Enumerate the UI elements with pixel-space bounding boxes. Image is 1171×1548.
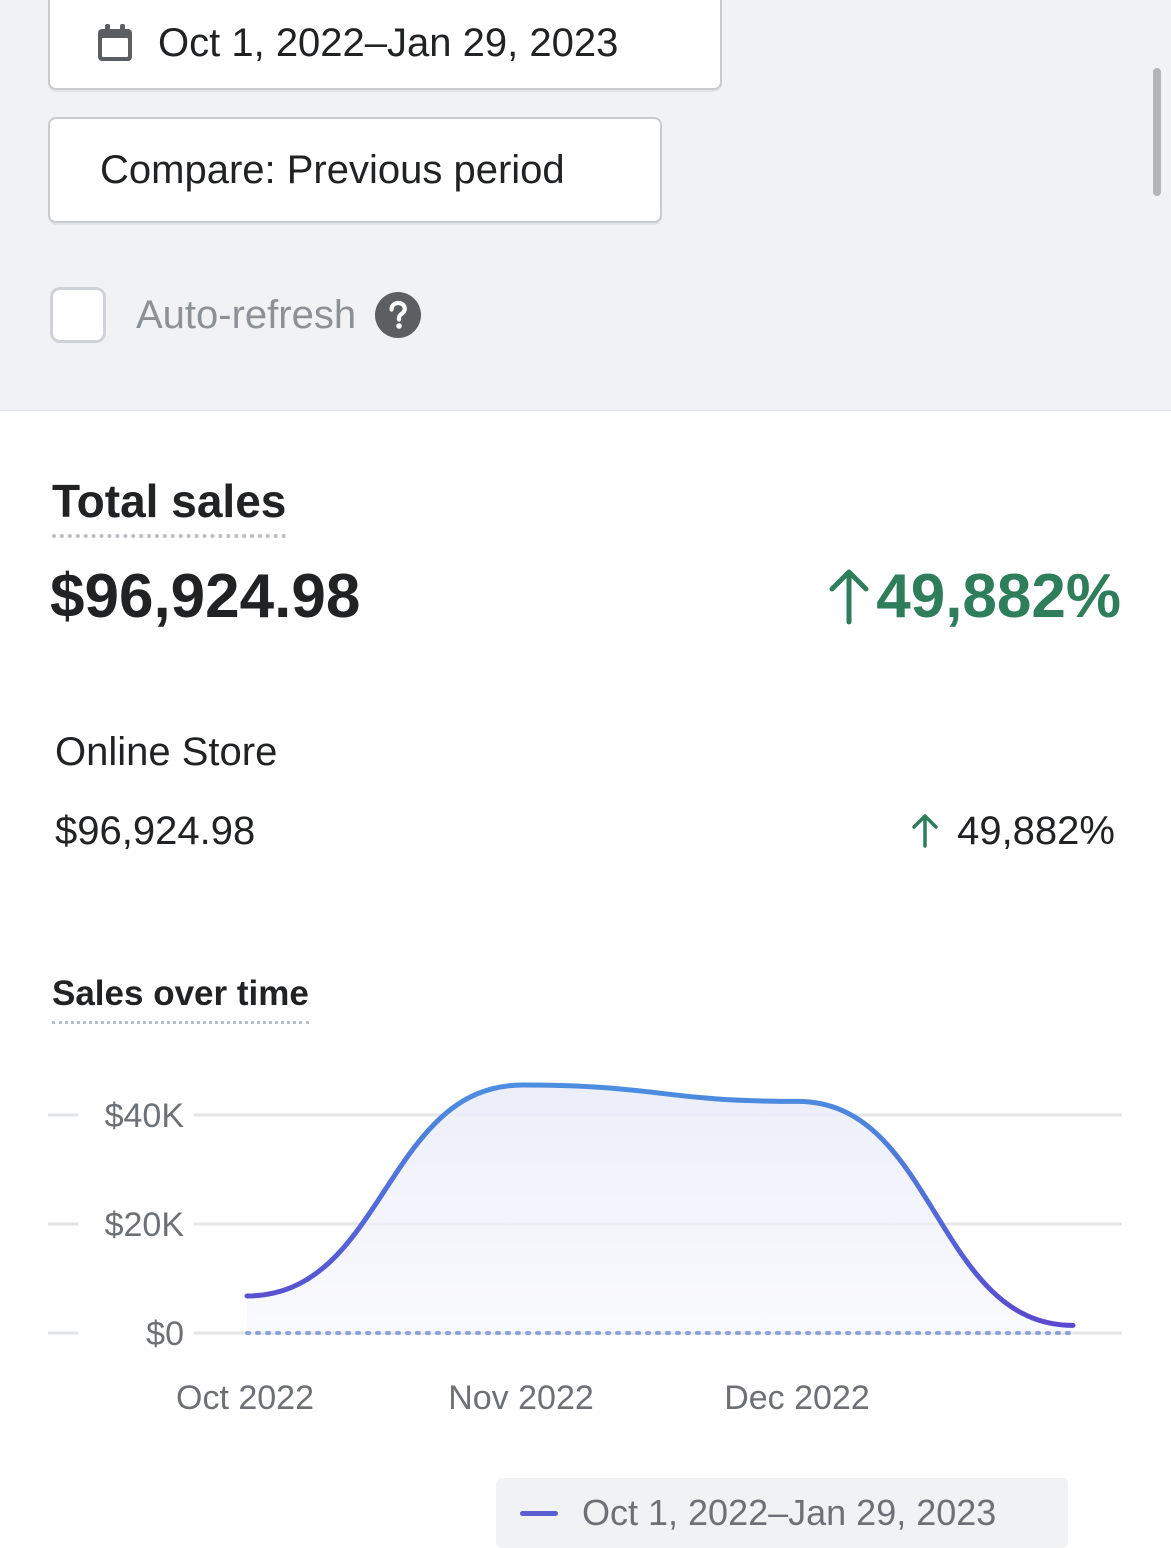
series-area	[247, 1085, 1073, 1333]
calendar-icon	[98, 24, 132, 61]
compare-button[interactable]: Compare: Previous period	[48, 117, 662, 223]
y-tick-label: $40K	[105, 1097, 185, 1135]
date-range-label: Oct 1, 2022–Jan 29, 2023	[158, 20, 619, 65]
arrow-up-icon	[829, 569, 869, 625]
auto-refresh-label: Auto-refresh	[136, 292, 357, 337]
total-sales-value: $96,924.98	[50, 562, 361, 631]
channel-value: $96,924.98	[55, 809, 256, 853]
total-sales-title[interactable]: Total sales	[52, 478, 287, 538]
filters-section: Oct 1, 2022–Jan 29, 2023 Compare: Previo…	[0, 0, 1171, 411]
y-tick-label: $20K	[105, 1206, 185, 1244]
legend-swatch	[520, 1510, 558, 1516]
total-sales-change-value: 49,882%	[876, 562, 1121, 631]
compare-label: Compare: Previous period	[100, 147, 565, 192]
x-tick-label: Nov 2022	[448, 1379, 594, 1417]
scrollbar[interactable]	[1153, 68, 1161, 196]
arrow-up-icon	[912, 814, 938, 848]
date-range-button[interactable]: Oct 1, 2022–Jan 29, 2023	[48, 0, 722, 90]
chart-legend: Oct 1, 2022–Jan 29, 2023	[496, 1478, 1068, 1548]
auto-refresh-row: Auto-refresh	[50, 287, 422, 343]
legend-label: Oct 1, 2022–Jan 29, 2023	[582, 1492, 997, 1533]
channel-change: 49,882%	[911, 811, 1115, 851]
sales-over-time-chart: $0 $20K $40K Oct 2022 Nov 2022 Dec 2022	[48, 1082, 1122, 1417]
sales-over-time-title[interactable]: Sales over time	[52, 976, 309, 1024]
question-circle-icon[interactable]	[374, 291, 422, 339]
x-tick-label: Dec 2022	[724, 1379, 870, 1417]
auto-refresh-checkbox[interactable]	[50, 287, 106, 343]
channel-name: Online Store	[55, 730, 278, 774]
total-sales-change: 49,882%	[828, 566, 1121, 628]
series-line	[244, 1082, 1076, 1328]
x-tick-label: Oct 2022	[176, 1379, 314, 1417]
channel-change-value: 49,882%	[957, 809, 1115, 853]
y-tick-label: $0	[146, 1315, 184, 1353]
